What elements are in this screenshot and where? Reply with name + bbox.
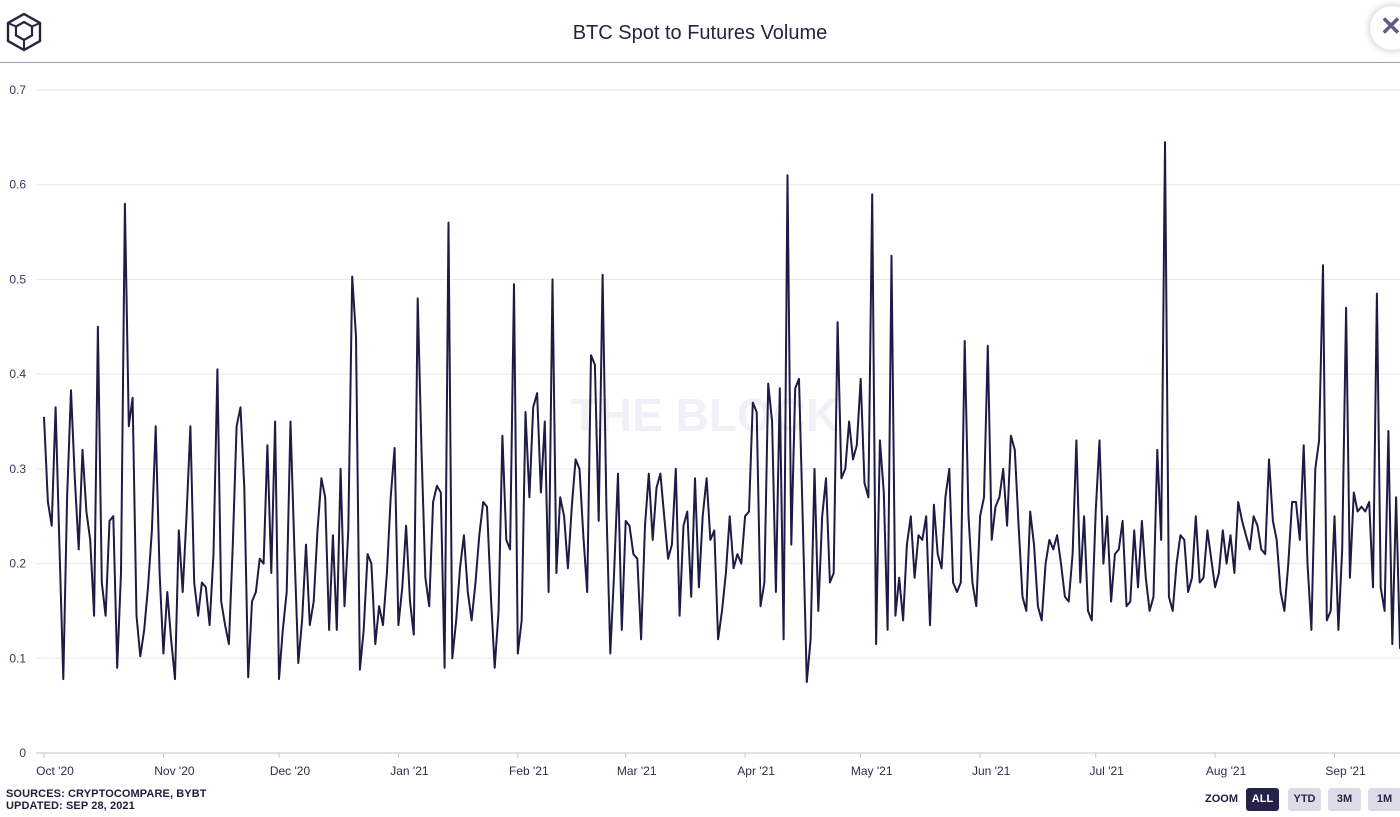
x-axis: Oct '20 Nov '20 Dec '20 Jan '21 Feb '21 Mar '… — [36, 753, 1366, 778]
zoom-button-1m[interactable]: 1M — [1368, 788, 1400, 811]
series-group — [43, 141, 1400, 683]
x-tick-label: Jan '21 — [390, 764, 429, 778]
x-tick-label: Aug '21 — [1206, 764, 1247, 778]
x-tick-label: Mar '21 — [617, 764, 657, 778]
y-tick-label: 0.6 — [9, 178, 26, 192]
y-tick-label: 0 — [19, 746, 26, 760]
x-tick-label: Jul '21 — [1090, 764, 1125, 778]
x-tick-label: Dec '20 — [270, 764, 311, 778]
y-tick-label: 0.7 — [9, 83, 26, 97]
grid-lines — [36, 89, 1400, 659]
y-tick-label: 0.3 — [9, 462, 26, 476]
x-tick-label: May '21 — [851, 764, 893, 778]
x-tick-label: Nov '20 — [154, 764, 195, 778]
close-icon: ✕ — [1380, 11, 1400, 41]
header-divider — [0, 62, 1400, 63]
the-block-cube-logo-icon — [6, 12, 42, 52]
chart-title: BTC Spot to Futures Volume — [572, 22, 828, 44]
x-tick-label: Sep '21 — [1325, 764, 1366, 778]
line-chart: THE BLOCK 00.10.20.30.40.50.60.7 Oct '20… — [9, 83, 1400, 778]
y-tick-label: 0.1 — [9, 651, 26, 665]
footer-sources: SOURCES: CRYPTOCOMPARE, BYBT UPDATED: SE… — [6, 788, 207, 812]
x-tick-label: Feb '21 — [509, 764, 549, 778]
x-tick-label: Apr '21 — [737, 764, 775, 778]
updated-text: UPDATED: SEP 28, 2021 — [6, 800, 135, 812]
series-line — [43, 141, 1400, 683]
y-axis: 0 0.1 0.2 0.3 0.4 0.5 0.6 0.7 — [9, 83, 26, 760]
close-button[interactable]: ✕ — [1370, 6, 1400, 50]
x-tick-label: Oct '20 — [36, 764, 74, 778]
zoom-button-3m[interactable]: 3M — [1328, 788, 1361, 811]
chart-header: BTC Spot to Futures Volume ✕ — [0, 0, 1400, 62]
zoom-button-all[interactable]: ALL — [1246, 788, 1279, 811]
y-tick-label: 0.5 — [9, 272, 26, 286]
zoom-button-ytd[interactable]: YTD — [1288, 788, 1321, 811]
x-tick-label: Jun '21 — [972, 764, 1011, 778]
y-tick-label: 0.4 — [9, 367, 26, 381]
y-tick-label: 0.2 — [9, 557, 26, 571]
sources-text: SOURCES: CRYPTOCOMPARE, BYBT — [6, 788, 207, 800]
zoom-label: ZOOM — [1205, 793, 1238, 805]
